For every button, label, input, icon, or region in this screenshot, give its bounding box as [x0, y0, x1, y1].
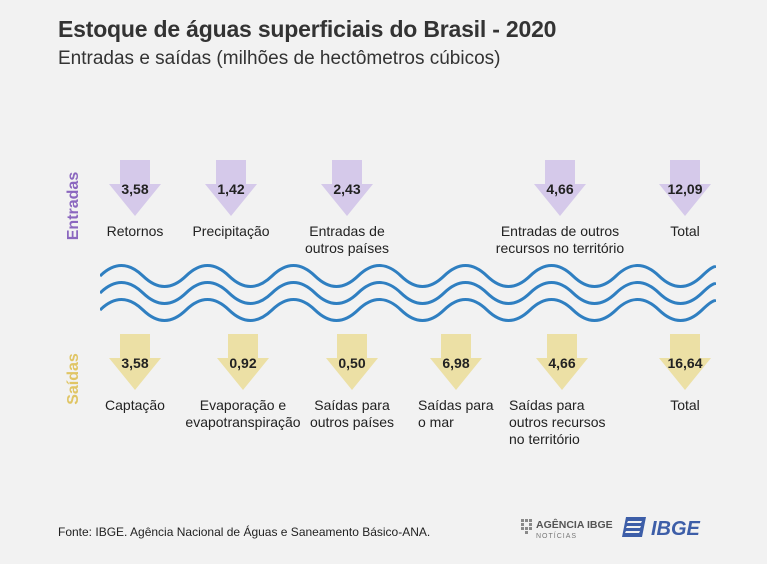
ibge-logo: IBGE [622, 517, 701, 539]
entrada-item-outros-paises: 2,43 Entradas de outros países [272, 160, 422, 257]
entrada-label: Total [670, 223, 700, 239]
down-arrow-icon: 3,58 [109, 160, 161, 216]
down-arrow-icon: 1,42 [205, 160, 257, 216]
entrada-label: Retornos [106, 223, 164, 239]
entrada-item-precipitacao: 1,42 Precipitação [156, 160, 306, 240]
down-arrow-icon: 16,64 [659, 334, 711, 390]
down-arrow-icon: 3,58 [109, 334, 161, 390]
down-arrow-icon: 0,50 [326, 334, 378, 390]
saida-item-outros-recursos: 4,66 Saídas para outros recursos no terr… [487, 334, 637, 448]
saida-label: Saídas para o mar [418, 397, 494, 430]
saida-label: Saídas para outros recursos no territóri… [509, 397, 606, 447]
entrada-item-total: 12,09 Total [610, 160, 760, 240]
saida-value: 16,64 [667, 355, 703, 371]
saida-item-evaporacao: 0,92 Evaporação e evapotranspiração [168, 334, 318, 431]
entrada-label: Entradas de outros recursos no territóri… [495, 223, 625, 256]
agencia-logo-text: AGÊNCIA IBGE [536, 518, 613, 531]
source-footer: Fonte: IBGE. Agência Nacional de Águas e… [58, 525, 431, 539]
entrada-value: 1,42 [217, 181, 245, 197]
entrada-value: 12,09 [667, 181, 703, 197]
saida-item-total: 16,64 Total [610, 334, 760, 414]
saida-value: 4,66 [548, 355, 576, 371]
down-arrow-icon: 6,98 [430, 334, 482, 390]
saida-value: 0,50 [338, 355, 366, 371]
entrada-item-retornos: 3,58 Retornos [60, 160, 210, 240]
water-waves-icon [100, 264, 716, 322]
entrada-value: 4,66 [546, 181, 574, 197]
ibge-logo-text: IBGE [651, 518, 701, 539]
saida-item-mar: 6,98 Saídas para o mar [381, 334, 531, 431]
down-arrow-icon: 12,09 [659, 160, 711, 216]
saida-value: 0,92 [229, 355, 257, 371]
entrada-label: Precipitação [192, 223, 270, 239]
saida-item-outros-paises: 0,50 Saídas para outros países [277, 334, 427, 431]
saida-item-captacao: 3,58 Captação [60, 334, 210, 414]
down-arrow-icon: 4,66 [534, 160, 586, 216]
agencia-ibge-logo: AGÊNCIA IBGE NOTÍCIAS [521, 518, 613, 540]
agencia-logo-subtext: NOTÍCIAS [536, 531, 577, 540]
entrada-value: 3,58 [121, 181, 149, 197]
page-title: Estoque de águas superficiais do Brasil … [58, 16, 557, 42]
down-arrow-icon: 2,43 [321, 160, 373, 216]
down-arrow-icon: 4,66 [536, 334, 588, 390]
entrada-value: 2,43 [333, 181, 361, 197]
entrada-item-outros-recursos: 4,66 Entradas de outros recursos no terr… [485, 160, 635, 257]
saida-label: Captação [105, 397, 165, 413]
saida-label: Evaporação e evapotranspiração [185, 397, 301, 430]
page-subtitle: Entradas e saídas (milhões de hectômetro… [58, 48, 501, 69]
entrada-label: Entradas de outros países [304, 223, 390, 256]
saida-label: Total [670, 397, 700, 413]
down-arrow-icon: 0,92 [217, 334, 269, 390]
saida-value: 3,58 [121, 355, 149, 371]
saida-value: 6,98 [442, 355, 470, 371]
saida-label: Saídas para outros países [309, 397, 395, 430]
